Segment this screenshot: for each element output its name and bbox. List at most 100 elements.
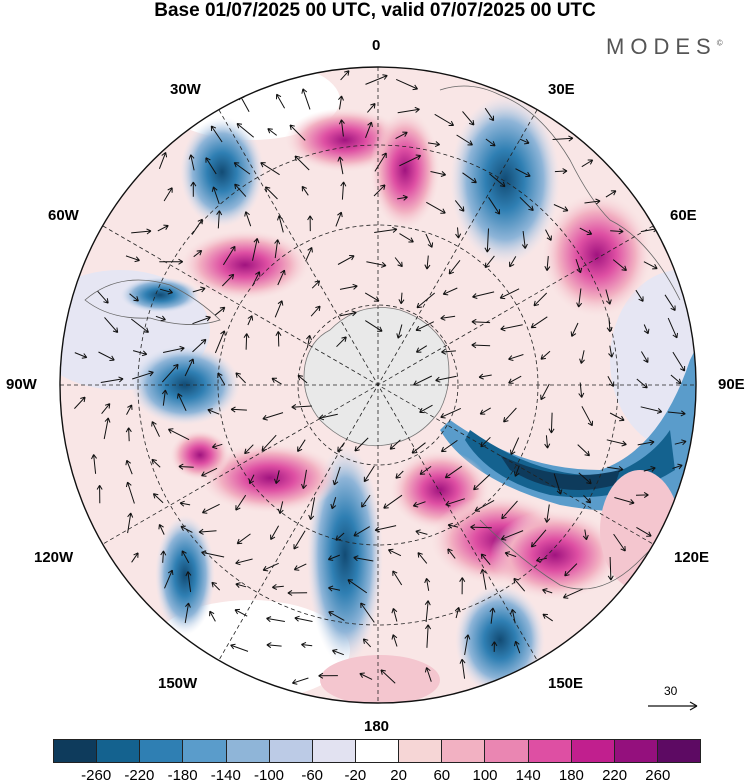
negative-anomaly (180, 117, 264, 227)
vector-reference-arrow (648, 701, 698, 711)
colorbar-tick-label: 260 (645, 767, 671, 784)
wind-arrow (131, 552, 139, 563)
wind-arrow (216, 210, 223, 229)
wind-arrow (74, 352, 88, 359)
graticule (60, 67, 696, 703)
wind-arrow (100, 376, 124, 383)
wind-arrow (391, 634, 398, 647)
wind-arrow (394, 257, 403, 268)
wind-arrow (339, 310, 357, 317)
colorbar-tick-label: -260 (81, 767, 112, 784)
lon-label-180: 180 (364, 718, 390, 735)
wind-arrow (374, 152, 387, 172)
wind-arrow (419, 465, 432, 475)
wind-arrow (275, 331, 282, 347)
wind-arrow (222, 245, 236, 266)
wind-arrow (391, 608, 398, 622)
wind-arrow (277, 501, 284, 514)
wind-arrow (530, 529, 547, 548)
wind-arrow (462, 172, 477, 184)
wind-arrow (530, 316, 548, 329)
wind-arrow (479, 407, 491, 415)
wind-arrow (471, 318, 491, 325)
wind-arrow (235, 582, 247, 588)
wind-arrow (211, 186, 220, 205)
wind-arrow (101, 403, 111, 415)
wind-arrow (508, 354, 524, 361)
wind-arrow (235, 558, 253, 566)
wind-arrow (236, 533, 251, 545)
wind-arrow (584, 198, 601, 205)
colorbar-tick-label: 180 (558, 767, 584, 784)
wind-arrow (454, 607, 461, 619)
wind-arrow (581, 159, 594, 168)
wind-arrow (484, 228, 491, 253)
positive-anomaly (490, 510, 620, 600)
wind-arrow (417, 552, 428, 564)
wind-arrow (132, 350, 148, 357)
wind-arrow (308, 497, 316, 521)
wind-arrow (211, 581, 221, 591)
wind-arrow (271, 377, 282, 385)
wind-arrow (184, 602, 191, 624)
wind-arrow (640, 351, 649, 363)
wind-arrow (484, 255, 495, 269)
wind-arrow (500, 324, 523, 332)
wind-arrow (367, 103, 376, 113)
wind-arrow (221, 273, 235, 287)
wind-arrow (266, 642, 282, 649)
wind-arrow (292, 677, 309, 685)
wind-arrow (480, 436, 491, 448)
wind-arrow (395, 131, 408, 140)
wind-arrow (157, 224, 169, 232)
wind-arrow (248, 474, 255, 485)
wind-arrow (513, 577, 526, 592)
wind-arrow (415, 529, 428, 536)
wind-arrow (167, 428, 190, 441)
wind-arrow (340, 181, 347, 200)
wind-arrow (205, 157, 217, 175)
wind-arrow (235, 372, 246, 384)
wind-arrow (540, 350, 551, 360)
wind-arrow (161, 389, 168, 406)
wind-arrow (293, 563, 307, 571)
colorbar-swatch (355, 740, 400, 762)
wind-arrow (542, 613, 553, 622)
wind-arrow (553, 473, 563, 495)
wind-arrow (441, 348, 456, 355)
wind-arrow (501, 500, 518, 520)
wind-arrow (217, 372, 226, 386)
lon-label-30e: 30E (548, 81, 575, 98)
wind-arrow (607, 375, 615, 387)
wind-arrow (230, 643, 249, 652)
colorbar-swatch (97, 740, 141, 762)
colorbar-swatch (528, 740, 572, 762)
wind-arrow (674, 439, 687, 446)
wind-arrow (177, 393, 187, 412)
wind-arrow (447, 522, 459, 529)
wind-arrow (578, 382, 585, 398)
colorbar-swatch (183, 740, 227, 762)
wind-arrow (262, 562, 279, 572)
wind-arrow (267, 128, 278, 136)
wind-arrow (185, 571, 192, 593)
wind-arrow (448, 259, 461, 275)
wind-arrow (542, 588, 553, 594)
colorbar-swatch (269, 740, 313, 762)
wind-arrow (636, 526, 652, 537)
colorbar-tick-label: -180 (167, 767, 198, 784)
wind-arrow (643, 466, 656, 472)
wind-vectors (74, 70, 687, 685)
lon-label-30w: 30W (170, 81, 201, 98)
wind-arrow (236, 123, 255, 138)
wind-arrow (424, 577, 431, 591)
wind-arrow (515, 168, 531, 178)
wind-arrow (462, 111, 475, 126)
wind-arrow (214, 330, 226, 354)
wind-arrow (447, 548, 456, 559)
negative-anomaly (450, 95, 560, 265)
wind-arrow (579, 227, 593, 236)
wind-arrow (413, 375, 433, 386)
wind-arrow (545, 229, 552, 241)
wind-arrow (459, 577, 466, 595)
